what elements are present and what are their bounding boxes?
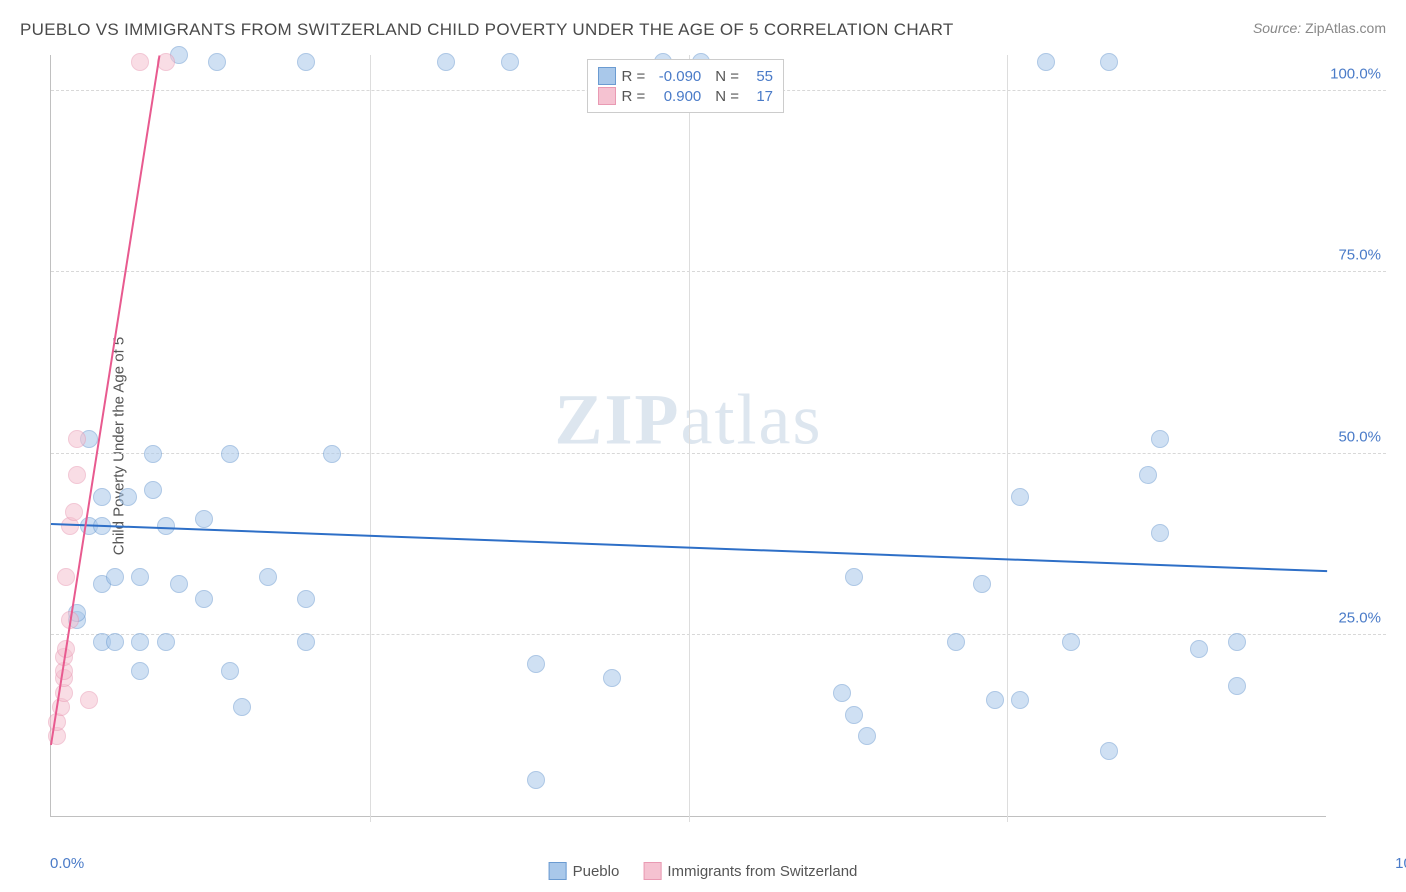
stat-n-value: 55	[745, 68, 773, 85]
scatter-point	[1190, 640, 1208, 658]
legend-swatch	[643, 862, 661, 880]
stat-r-value: -0.090	[651, 68, 701, 85]
scatter-point	[131, 633, 149, 651]
scatter-point	[858, 727, 876, 745]
legend-label: Immigrants from Switzerland	[667, 863, 857, 880]
x-tick-min: 0.0%	[50, 855, 84, 872]
scatter-point	[501, 53, 519, 71]
scatter-point	[1100, 742, 1118, 760]
scatter-point	[297, 53, 315, 71]
stat-n-label: N =	[715, 88, 739, 105]
stat-n-label: N =	[715, 68, 739, 85]
scatter-point	[119, 488, 137, 506]
scatter-point	[297, 590, 315, 608]
watermark-rest: atlas	[681, 380, 823, 460]
scatter-point	[106, 568, 124, 586]
y-tick-label: 50.0%	[1338, 428, 1381, 445]
scatter-point	[170, 575, 188, 593]
scatter-point	[106, 633, 124, 651]
scatter-point	[131, 53, 149, 71]
scatter-point	[947, 633, 965, 651]
scatter-point	[157, 633, 175, 651]
legend-label: Pueblo	[573, 863, 620, 880]
scatter-point	[833, 684, 851, 702]
gridline-horizontal	[51, 271, 1386, 272]
scatter-point	[221, 662, 239, 680]
gridline-horizontal	[51, 634, 1386, 635]
gridline-vertical	[689, 55, 690, 822]
gridline-vertical	[1007, 55, 1008, 822]
scatter-point	[437, 53, 455, 71]
scatter-point	[195, 590, 213, 608]
scatter-point	[1011, 691, 1029, 709]
legend-swatch	[598, 87, 616, 105]
stats-row: R = 0.900 N = 17	[598, 86, 774, 106]
scatter-point	[208, 53, 226, 71]
scatter-point	[131, 662, 149, 680]
scatter-point	[68, 430, 86, 448]
stat-n-value: 17	[745, 88, 773, 105]
scatter-point	[1151, 524, 1169, 542]
stat-r-value: 0.900	[651, 88, 701, 105]
scatter-point	[1037, 53, 1055, 71]
scatter-point	[131, 568, 149, 586]
source-attribution: Source: ZipAtlas.com	[1253, 20, 1386, 36]
chart-container: ZIPatlas 25.0% 50.0% 75.0% 100.0% R = -0.090 N…	[50, 55, 1386, 847]
legend-item: Pueblo	[549, 862, 620, 880]
scatter-point	[297, 633, 315, 651]
scatter-point	[1139, 466, 1157, 484]
scatter-point	[1011, 488, 1029, 506]
y-tick-label: 25.0%	[1338, 609, 1381, 626]
y-tick-label: 75.0%	[1338, 247, 1381, 264]
scatter-point	[986, 691, 1004, 709]
scatter-point	[323, 445, 341, 463]
scatter-point	[845, 568, 863, 586]
scatter-point	[80, 691, 98, 709]
scatter-point	[1062, 633, 1080, 651]
legend-item: Immigrants from Switzerland	[643, 862, 857, 880]
scatter-point	[57, 568, 75, 586]
series-legend: Pueblo Immigrants from Switzerland	[549, 862, 858, 880]
scatter-point	[1228, 633, 1246, 651]
gridline-horizontal	[51, 453, 1386, 454]
scatter-point	[973, 575, 991, 593]
scatter-point	[603, 669, 621, 687]
scatter-point	[65, 503, 83, 521]
scatter-point	[195, 510, 213, 528]
scatter-point	[1228, 677, 1246, 695]
stats-row: R = -0.090 N = 55	[598, 66, 774, 86]
scatter-point	[527, 771, 545, 789]
scatter-point	[233, 698, 251, 716]
scatter-point	[259, 568, 277, 586]
source-value: ZipAtlas.com	[1305, 20, 1386, 36]
plot-area: ZIPatlas 25.0%50.0%75.0%100.0%R =-0.090N…	[50, 55, 1326, 817]
y-tick-label: 100.0%	[1330, 66, 1381, 83]
scatter-point	[1100, 53, 1118, 71]
gridline-vertical	[370, 55, 371, 822]
stats-legend: R = -0.090 N = 55 R = 0.900 N = 17	[587, 59, 785, 113]
scatter-point	[221, 445, 239, 463]
legend-swatch	[598, 67, 616, 85]
stat-r-label: R =	[622, 68, 646, 85]
scatter-point	[144, 445, 162, 463]
chart-title: PUEBLO VS IMMIGRANTS FROM SWITZERLAND CH…	[20, 20, 954, 40]
scatter-point	[68, 466, 86, 484]
source-label: Source:	[1253, 20, 1301, 36]
scatter-point	[144, 481, 162, 499]
stat-r-label: R =	[622, 88, 646, 105]
legend-swatch	[549, 862, 567, 880]
watermark-bold: ZIP	[555, 380, 681, 460]
scatter-point	[93, 488, 111, 506]
scatter-point	[527, 655, 545, 673]
scatter-point	[845, 706, 863, 724]
scatter-point	[1151, 430, 1169, 448]
x-tick-max: 100.0%	[1395, 855, 1406, 872]
